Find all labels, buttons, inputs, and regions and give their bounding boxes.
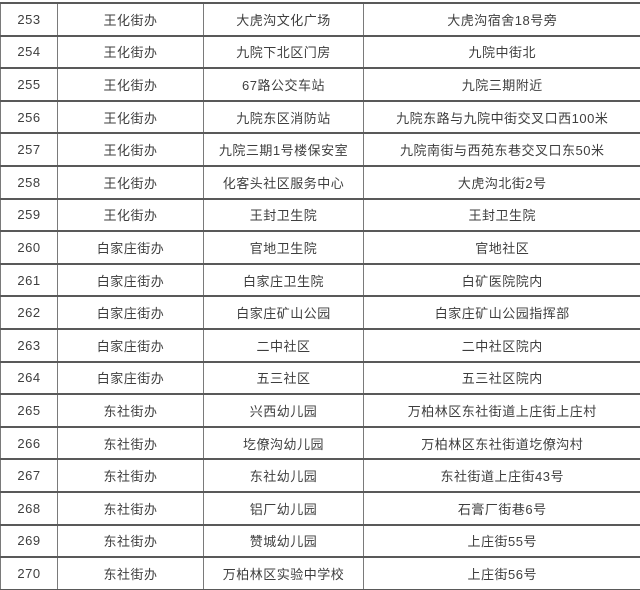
row-number: 254 [0, 34, 58, 70]
street-office: 白家庄街办 [57, 295, 204, 330]
table-row: 254 王化街办 九院下北区门房 九院中街北 [0, 34, 640, 70]
street-office: 王化街办 [57, 132, 204, 167]
street-office: 王化街办 [57, 67, 204, 102]
site-name: 九院三期1号楼保安室 [203, 132, 364, 167]
table-row: 262 白家庄街办 白家庄矿山公园 白家庄矿山公园指挥部 [0, 295, 640, 330]
site-address: 大虎沟北街2号 [363, 164, 640, 200]
site-address: 白矿医院院内 [363, 262, 640, 298]
site-address: 石膏厂街巷6号 [363, 490, 640, 526]
table-row: 266 东社街办 圪僚沟幼儿园 万柏林区东社街道圪僚沟村 [0, 425, 640, 461]
row-number: 267 [0, 458, 58, 493]
street-office: 东社街办 [57, 490, 204, 526]
table-row: 259 王化街办 王封卫生院 王封卫生院 [0, 197, 640, 233]
street-office: 白家庄街办 [57, 262, 204, 298]
site-address: 官地社区 [363, 230, 640, 265]
site-address: 白家庄矿山公园指挥部 [363, 295, 640, 330]
street-office: 王化街办 [57, 164, 204, 200]
table-row: 256 王化街办 九院东区消防站 九院东路与九院中街交叉口西100米 [0, 99, 640, 135]
site-name: 万柏林区实验中学校 [203, 556, 364, 590]
row-number: 256 [0, 99, 58, 135]
site-address: 九院南街与西苑东巷交叉口东50米 [363, 132, 640, 167]
row-number: 258 [0, 164, 58, 200]
street-office: 王化街办 [57, 2, 204, 37]
site-name: 二中社区 [203, 327, 364, 363]
table-row: 261 白家庄街办 白家庄卫生院 白矿医院院内 [0, 262, 640, 298]
table-row: 258 王化街办 化客头社区服务中心 大虎沟北街2号 [0, 164, 640, 200]
site-name: 赞城幼儿园 [203, 523, 364, 559]
row-number: 264 [0, 360, 58, 396]
site-address: 万柏林区东社街道圪僚沟村 [363, 425, 640, 461]
site-name: 白家庄矿山公园 [203, 295, 364, 330]
street-office: 白家庄街办 [57, 327, 204, 363]
table-row: 268 东社街办 铝厂幼儿园 石膏厂街巷6号 [0, 490, 640, 526]
site-address: 王封卫生院 [363, 197, 640, 233]
street-office: 东社街办 [57, 393, 204, 428]
table-row: 257 王化街办 九院三期1号楼保安室 九院南街与西苑东巷交叉口东50米 [0, 132, 640, 167]
table-row: 267 东社街办 东社幼儿园 东社街道上庄街43号 [0, 458, 640, 493]
row-number: 268 [0, 490, 58, 526]
table-row: 269 东社街办 赞城幼儿园 上庄街55号 [0, 523, 640, 559]
site-address: 上庄街55号 [363, 523, 640, 559]
site-address: 二中社区院内 [363, 327, 640, 363]
site-address: 万柏林区东社街道上庄街上庄村 [363, 393, 640, 428]
site-name: 五三社区 [203, 360, 364, 396]
site-name: 九院下北区门房 [203, 34, 364, 70]
table-row: 253 王化街办 大虎沟文化广场 大虎沟宿舍18号旁 [0, 2, 640, 37]
site-name: 化客头社区服务中心 [203, 164, 364, 200]
street-office: 东社街办 [57, 523, 204, 559]
site-name: 67路公交车站 [203, 67, 364, 102]
row-number: 259 [0, 197, 58, 233]
site-address: 大虎沟宿舍18号旁 [363, 2, 640, 37]
row-number: 255 [0, 67, 58, 102]
row-number: 270 [0, 556, 58, 590]
row-number: 260 [0, 230, 58, 265]
table-row: 263 白家庄街办 二中社区 二中社区院内 [0, 327, 640, 363]
row-number: 261 [0, 262, 58, 298]
table-row: 255 王化街办 67路公交车站 九院三期附近 [0, 67, 640, 102]
table-row: 270 东社街办 万柏林区实验中学校 上庄街56号 [0, 556, 640, 590]
street-office: 东社街办 [57, 556, 204, 590]
row-number: 262 [0, 295, 58, 330]
street-office: 王化街办 [57, 34, 204, 70]
site-name: 白家庄卫生院 [203, 262, 364, 298]
site-name: 九院东区消防站 [203, 99, 364, 135]
site-name: 东社幼儿园 [203, 458, 364, 493]
street-office: 东社街办 [57, 425, 204, 461]
site-address: 九院东路与九院中街交叉口西100米 [363, 99, 640, 135]
site-name: 大虎沟文化广场 [203, 2, 364, 37]
table-row: 260 白家庄街办 官地卫生院 官地社区 [0, 230, 640, 265]
site-address: 九院中街北 [363, 34, 640, 70]
table-row: 264 白家庄街办 五三社区 五三社区院内 [0, 360, 640, 396]
row-number: 266 [0, 425, 58, 461]
street-office: 王化街办 [57, 99, 204, 135]
street-office: 白家庄街办 [57, 230, 204, 265]
street-office: 白家庄街办 [57, 360, 204, 396]
street-office: 东社街办 [57, 458, 204, 493]
site-name: 官地卫生院 [203, 230, 364, 265]
site-address: 五三社区院内 [363, 360, 640, 396]
site-name: 兴西幼儿园 [203, 393, 364, 428]
street-office: 王化街办 [57, 197, 204, 233]
table-row: 265 东社街办 兴西幼儿园 万柏林区东社街道上庄街上庄村 [0, 393, 640, 428]
site-address: 上庄街56号 [363, 556, 640, 590]
site-name: 圪僚沟幼儿园 [203, 425, 364, 461]
row-number: 253 [0, 2, 58, 37]
site-name: 王封卫生院 [203, 197, 364, 233]
row-number: 265 [0, 393, 58, 428]
site-address: 九院三期附近 [363, 67, 640, 102]
row-number: 269 [0, 523, 58, 559]
site-name: 铝厂幼儿园 [203, 490, 364, 526]
row-number: 257 [0, 132, 58, 167]
row-number: 263 [0, 327, 58, 363]
site-address: 东社街道上庄街43号 [363, 458, 640, 493]
